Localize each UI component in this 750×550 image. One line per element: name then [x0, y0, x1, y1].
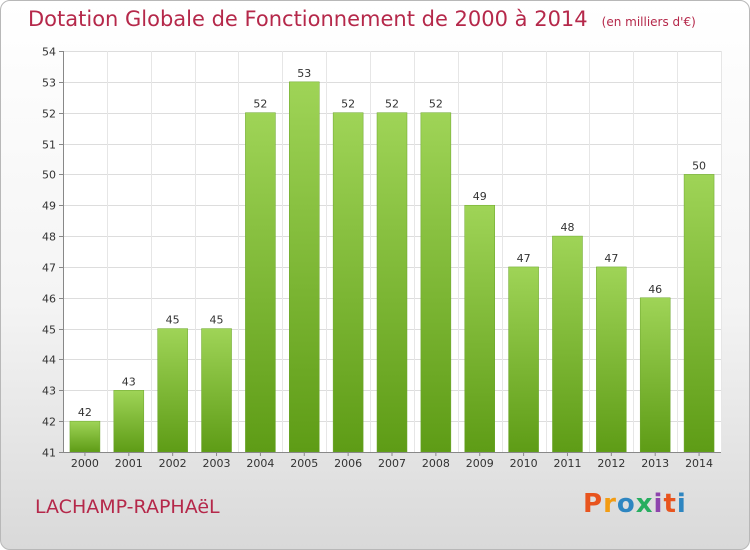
- data-label-2010: 47: [517, 252, 531, 265]
- y-tick-label: 41: [42, 447, 56, 460]
- bar-2003: [201, 328, 232, 453]
- x-tick-label-2012: 2012: [597, 457, 625, 470]
- x-tick-label-2007: 2007: [378, 457, 406, 470]
- y-tick-label: 54: [42, 46, 56, 59]
- data-label-2013: 46: [648, 283, 662, 296]
- logo-letter: o: [616, 489, 636, 519]
- data-label-2011: 48: [560, 221, 574, 234]
- data-label-2012: 47: [604, 252, 618, 265]
- x-tick-label-2011: 2011: [553, 457, 581, 470]
- x-tick-label-2006: 2006: [334, 457, 362, 470]
- logo-letter: t: [663, 489, 677, 519]
- y-tick-label: 53: [42, 77, 56, 90]
- data-label-2014: 50: [692, 159, 706, 172]
- bar-2007: [376, 112, 408, 453]
- bar-2013: [639, 297, 671, 453]
- bar-2001: [113, 390, 145, 453]
- logo-letter: i: [653, 489, 664, 519]
- x-tick-label-2008: 2008: [422, 457, 450, 470]
- data-label-2003: 45: [210, 314, 224, 327]
- x-tick-label-2009: 2009: [466, 457, 494, 470]
- x-tick-label-2014: 2014: [685, 457, 713, 470]
- data-label-2008: 52: [429, 98, 443, 111]
- bar-2010: [508, 266, 539, 453]
- bar-2009: [464, 204, 495, 453]
- data-label-2006: 52: [341, 98, 355, 111]
- y-tick-label: 45: [42, 324, 56, 337]
- x-tick-label-2001: 2001: [115, 457, 143, 470]
- chart-title: Dotation Globale de Fonctionnement de 20…: [28, 7, 696, 31]
- bar-2006: [332, 112, 364, 453]
- x-tick-label-2002: 2002: [159, 457, 187, 470]
- y-tick-label: 49: [42, 200, 56, 213]
- bar-2012: [596, 266, 627, 453]
- proxiti-logo: Proxiti: [583, 489, 687, 519]
- y-tick-label: 52: [42, 108, 56, 121]
- bar-2011: [552, 235, 583, 453]
- bar-2005: [289, 81, 320, 453]
- logo-letter: P: [583, 489, 604, 519]
- y-tick-label: 42: [42, 416, 56, 429]
- chart-title-text: Dotation Globale de Fonctionnement de 20…: [28, 7, 588, 31]
- data-label-2001: 43: [122, 375, 136, 388]
- logo-letter: x: [635, 489, 654, 519]
- data-label-2002: 45: [166, 314, 180, 327]
- data-label-2009: 49: [473, 190, 487, 203]
- bar-2002: [157, 328, 188, 453]
- y-tick-label: 47: [42, 262, 56, 275]
- y-tick-label: 44: [42, 354, 56, 367]
- data-label-2000: 42: [78, 406, 92, 419]
- x-tick-label-2013: 2013: [641, 457, 669, 470]
- bar-2008: [420, 112, 452, 453]
- y-tick-label: 48: [42, 231, 56, 244]
- x-tick-label-2010: 2010: [510, 457, 538, 470]
- x-tick-label-2005: 2005: [290, 457, 318, 470]
- logo-letter: r: [603, 489, 617, 519]
- data-label-2004: 52: [253, 98, 267, 111]
- logo-letter: i: [676, 489, 687, 519]
- x-tick-label-2003: 2003: [203, 457, 231, 470]
- chart-unit: (en milliers d'€): [601, 15, 696, 29]
- y-tick-label: 43: [42, 385, 56, 398]
- y-tick-label: 51: [42, 139, 56, 152]
- bar-2014: [683, 174, 715, 453]
- bar-2004: [245, 112, 276, 453]
- x-tick-label-2004: 2004: [246, 457, 274, 470]
- y-tick-label: 46: [42, 293, 56, 306]
- commune-name: LACHAMP-RAPHAëL: [35, 496, 220, 518]
- data-label-2007: 52: [385, 98, 399, 111]
- data-label-2005: 53: [297, 67, 311, 80]
- bar-2000: [69, 420, 101, 453]
- y-tick-label: 50: [42, 169, 56, 182]
- x-tick-label-2000: 2000: [71, 457, 99, 470]
